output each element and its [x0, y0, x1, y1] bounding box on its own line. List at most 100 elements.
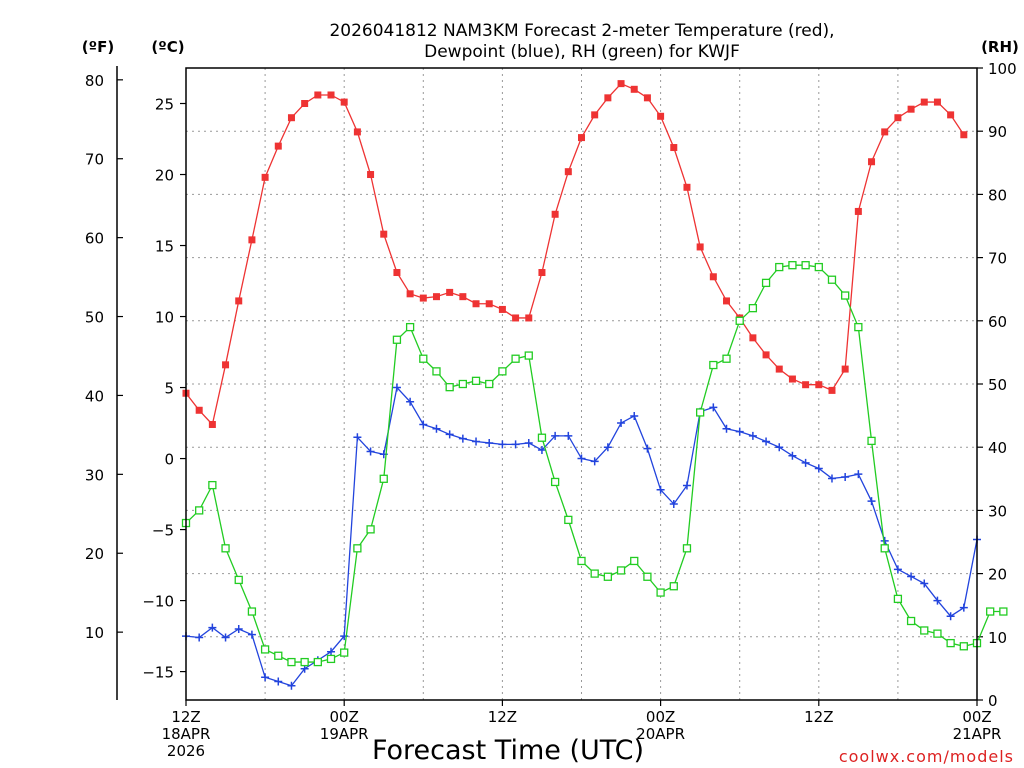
x-tick-label: 19APR: [320, 725, 369, 743]
rh-tick-label: 100: [988, 60, 1017, 78]
rh-tick-label: 70: [988, 250, 1007, 268]
fahrenheit-tick-label: 60: [85, 230, 104, 248]
dewpoint-point: [195, 633, 204, 642]
rh-tick-label: 0: [988, 692, 998, 710]
temperature-point: [683, 183, 691, 191]
dewpoint-point: [472, 437, 481, 446]
celsius-tick-label: 20: [155, 167, 174, 185]
x-tick-label: 12Z: [488, 708, 517, 726]
temperature-point: [432, 293, 440, 301]
rh-point: [748, 304, 758, 313]
rh-point: [260, 645, 270, 654]
fahrenheit-unit-label: (ºF): [82, 38, 114, 56]
temperature-point: [802, 381, 810, 389]
x-tick-label: 18APR: [162, 725, 211, 743]
temperature-point: [195, 406, 203, 414]
rh-point: [313, 657, 322, 667]
rh-point: [550, 477, 560, 487]
rh-point: [432, 367, 441, 376]
fahrenheit-tick-label: 70: [85, 151, 104, 169]
rh-point: [906, 616, 916, 626]
rh-point: [485, 379, 494, 389]
dewpoint-point: [788, 451, 797, 460]
temperature-point: [314, 91, 322, 99]
rh-point: [775, 262, 784, 272]
chart-title-line2: Dewpoint (blue), RH (green) for KWJF: [424, 42, 740, 62]
celsius-tick-label: 5: [164, 380, 174, 398]
temperature-point: [261, 173, 269, 181]
rh-point: [208, 480, 217, 490]
series-layer: [181, 80, 1008, 690]
rh-point: [682, 544, 692, 553]
rh-point: [511, 354, 520, 363]
rh-point: [761, 278, 771, 288]
x-tick-label: 21APR: [953, 725, 1002, 743]
dewpoint-point: [907, 572, 916, 581]
temperature-point: [828, 386, 836, 394]
temperature-point: [222, 361, 230, 369]
rh-point: [537, 433, 547, 442]
dewpoint-point: [748, 431, 757, 440]
dewpoint-point: [261, 673, 270, 682]
temperature-point: [578, 134, 585, 142]
rh-point: [445, 383, 454, 392]
rh-tick-label: 30: [988, 502, 1007, 520]
temperature-point: [643, 94, 651, 102]
dewpoint-point: [511, 440, 520, 449]
rh-point: [999, 607, 1008, 616]
rh-point: [287, 657, 296, 667]
temperature-point: [947, 111, 955, 119]
temperature-point: [604, 94, 612, 102]
dewpoint-point: [709, 403, 718, 412]
temperature-point: [248, 236, 256, 244]
x-tick-label: 12Z: [804, 708, 833, 726]
dewpoint-point: [920, 579, 929, 588]
rh-unit-label: (RH): [981, 38, 1019, 56]
rh-point: [801, 261, 810, 270]
rh-point: [959, 642, 968, 651]
rh-point: [920, 626, 929, 635]
dewpoint-point: [327, 647, 336, 656]
rh-point: [590, 569, 599, 578]
rh-point: [471, 376, 481, 385]
rh-point: [234, 575, 243, 585]
dewpoint-point: [762, 437, 771, 446]
x-tick-label: 00Z: [330, 708, 359, 726]
temperature-point: [472, 300, 480, 308]
rh-point: [498, 367, 507, 376]
rh-point: [669, 582, 678, 591]
fahrenheit-tick-label: 30: [85, 466, 104, 484]
rh-tick-label: 60: [988, 313, 1007, 331]
rh-point: [827, 275, 837, 284]
temperature-point: [749, 334, 757, 342]
rh-point: [274, 651, 283, 660]
temperature-point: [393, 269, 401, 277]
temperature-point: [657, 112, 665, 120]
temperature-point: [564, 168, 572, 176]
rh-point: [405, 322, 415, 332]
dewpoint-point: [366, 447, 375, 456]
dewpoint-point: [564, 431, 573, 440]
temperature-point: [854, 207, 862, 215]
dewpoint-point: [946, 612, 955, 621]
celsius-tick-label: 25: [155, 96, 174, 114]
rh-point: [893, 594, 903, 604]
rh-point: [458, 379, 468, 389]
dewpoint-point: [485, 438, 494, 447]
x-axis-title: Forecast Time (UTC): [372, 735, 644, 766]
dewpoint-point: [247, 630, 256, 639]
rh-point: [616, 566, 626, 575]
temperature-point: [868, 158, 876, 166]
rh-point: [300, 657, 309, 667]
dewpoint-point: [827, 474, 836, 483]
rh-point: [709, 360, 718, 370]
temperature-point: [907, 105, 915, 113]
temperature-point: [551, 210, 559, 218]
dewpoint-point: [959, 603, 968, 612]
dewpoint-point: [722, 424, 731, 433]
celsius-tick-label: 15: [155, 238, 174, 256]
temperature-point: [459, 293, 467, 301]
temperature-point: [670, 144, 678, 152]
chart-title-line1: 2026041812 NAM3KM Forecast 2-meter Tempe…: [329, 21, 834, 41]
rh-tick-label: 40: [988, 439, 1007, 457]
